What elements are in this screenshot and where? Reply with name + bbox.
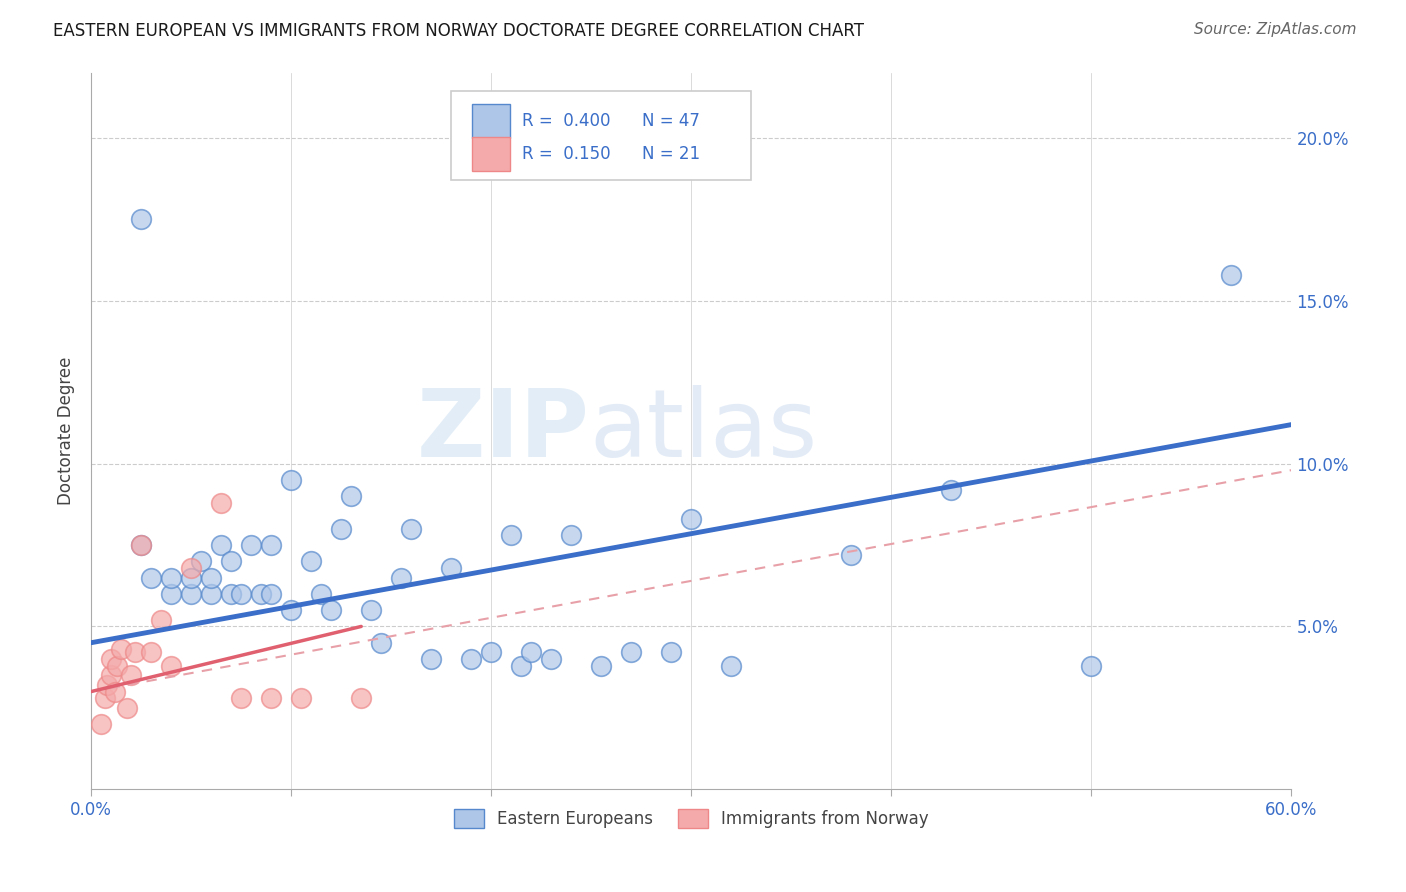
Point [510,658,533,673]
Point [129,212,152,227]
Point [260,691,283,706]
Text: atlas: atlas [589,385,817,477]
Text: Source: ZipAtlas.com: Source: ZipAtlas.com [1194,22,1357,37]
Point [620,645,643,659]
Point [520,645,543,659]
Bar [471,136,510,171]
FancyBboxPatch shape [451,91,751,180]
Point [180,587,202,601]
Point [250,587,273,601]
Point [501,528,523,542]
Point [389,571,412,585]
Legend: Eastern Europeans, Immigrants from Norway: Eastern Europeans, Immigrants from Norwa… [447,802,935,835]
Point [120,668,142,682]
Point [420,652,443,666]
Point [941,483,963,497]
Point [105,658,128,673]
Point [280,603,302,617]
Point [280,473,302,487]
Point [219,587,242,601]
Text: R =  0.150: R = 0.150 [522,145,610,162]
Point [104,684,127,698]
Point [720,658,742,673]
Bar [471,103,510,138]
Point [96,678,118,692]
Point [209,496,232,510]
Point [299,554,322,568]
Point [841,548,863,562]
Point [540,652,562,666]
Point [330,522,353,536]
Point [1220,268,1243,282]
Point [129,538,152,552]
Point [260,587,283,601]
Y-axis label: Doctorate Degree: Doctorate Degree [58,357,75,505]
Text: N = 21: N = 21 [643,145,700,162]
Point [350,691,373,706]
Point [340,489,363,503]
Point [160,587,183,601]
Point [141,645,163,659]
Point [129,538,152,552]
Text: R =  0.400: R = 0.400 [522,112,610,130]
Point [94,691,117,706]
Point [260,538,283,552]
Point [290,691,312,706]
Point [659,645,682,659]
Point [209,538,232,552]
Point [560,528,582,542]
Text: EASTERN EUROPEAN VS IMMIGRANTS FROM NORWAY DOCTORATE DEGREE CORRELATION CHART: EASTERN EUROPEAN VS IMMIGRANTS FROM NORW… [53,22,865,40]
Point [90,717,112,731]
Text: ZIP: ZIP [416,385,589,477]
Point [681,512,703,526]
Point [460,652,482,666]
Point [219,554,242,568]
Point [141,571,163,585]
Point [150,613,173,627]
Point [309,587,332,601]
Point [479,645,502,659]
Point [160,658,183,673]
Point [160,571,183,585]
Point [200,571,222,585]
Point [115,701,138,715]
Point [399,522,422,536]
Point [180,571,202,585]
Point [370,636,392,650]
Point [190,554,212,568]
Point [240,538,263,552]
Point [231,691,253,706]
Point [110,642,132,657]
Point [100,652,122,666]
Point [200,587,222,601]
Point [180,561,202,575]
Point [440,561,463,575]
Point [100,668,122,682]
Point [591,658,613,673]
Point [321,603,343,617]
Point [360,603,382,617]
Text: N = 47: N = 47 [643,112,700,130]
Point [124,645,146,659]
Point [231,587,253,601]
Point [1080,658,1102,673]
